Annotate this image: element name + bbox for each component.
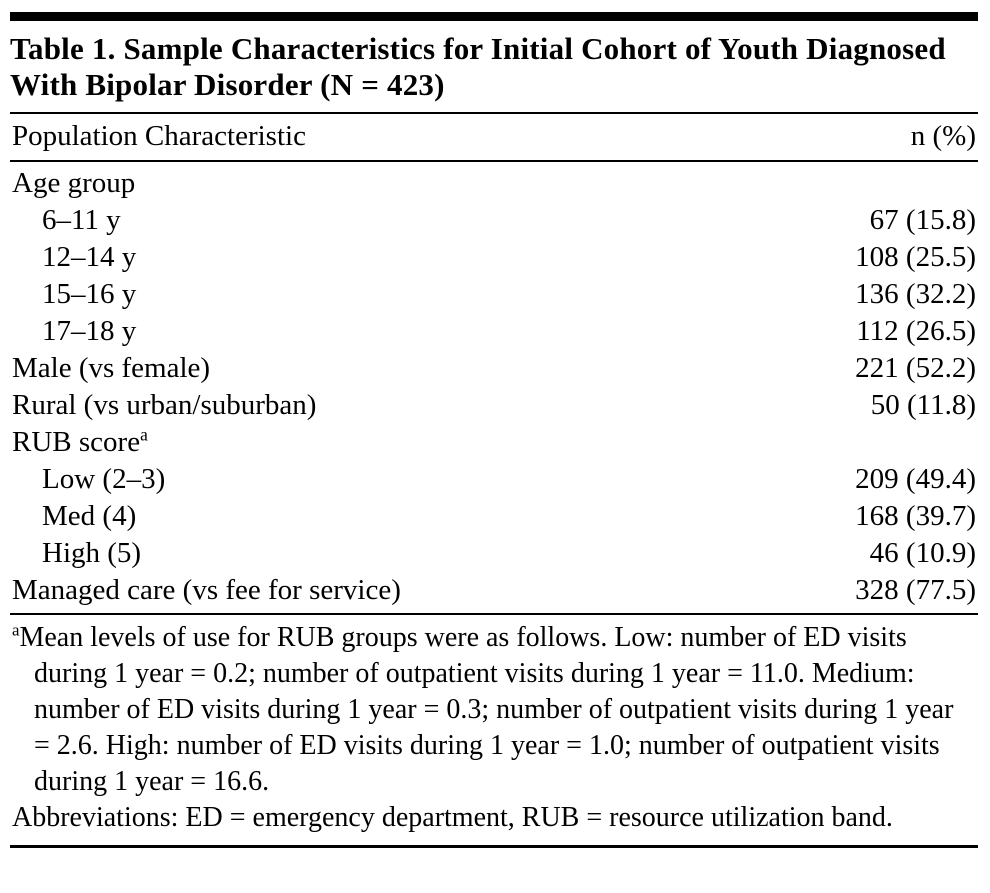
row-value: 67 (15.8) <box>869 203 976 236</box>
row-value: 209 (49.4) <box>855 462 976 495</box>
table-row: 12–14 y 108 (25.5) <box>12 239 976 276</box>
row-label: Age group <box>12 166 136 199</box>
table-header: Population Characteristic n (%) <box>10 114 978 160</box>
row-value: 221 (52.2) <box>855 351 976 384</box>
rule-below-title <box>10 111 978 114</box>
table-row: Male (vs female) 221 (52.2) <box>12 350 976 387</box>
table-row: Age group <box>12 165 976 202</box>
table-row: 6–11 y 67 (15.8) <box>12 202 976 239</box>
table-row: RUB scorea <box>12 424 976 461</box>
column-header-n-pct: n (%) <box>910 119 976 152</box>
bottom-rule <box>10 844 978 848</box>
row-label: 12–14 y <box>42 240 137 273</box>
row-value: 136 (32.2) <box>855 277 976 310</box>
table-row: Managed care (vs fee for service) 328 (77… <box>12 572 976 609</box>
row-value: 168 (39.7) <box>855 499 976 532</box>
footnote: aMean levels of use for RUB groups were … <box>12 620 954 797</box>
footnote-marker: a <box>140 423 148 444</box>
table-body: Age group 6–11 y 67 (15.8) 12–14 y 108 (25.5… <box>10 162 978 613</box>
row-label: Med (4) <box>42 499 137 532</box>
row-value: 328 (77.5) <box>855 573 976 606</box>
row-label: High (5) <box>42 536 142 569</box>
row-label: Male (vs female) <box>12 351 211 384</box>
table-row: High (5) 46 (10.9) <box>12 535 976 572</box>
row-label: Low (2–3) <box>42 462 166 495</box>
row-label: 15–16 y <box>42 277 137 310</box>
table-title: Table 1. Sample Characteristics for Init… <box>10 31 946 103</box>
row-value: 50 (11.8) <box>870 388 976 421</box>
table-row: 17–18 y 112 (26.5) <box>12 313 976 350</box>
row-label: Rural (vs urban/suburban) <box>12 388 317 421</box>
rule-below-header <box>10 159 978 162</box>
row-label: Managed care (vs fee for service) <box>12 573 401 606</box>
row-value: 112 (26.5) <box>856 314 976 347</box>
table-footnotes: aMean levels of use for RUB groups were … <box>10 615 978 840</box>
table-row: Low (2–3) 209 (49.4) <box>12 461 976 498</box>
row-label: 6–11 y <box>42 203 121 236</box>
footnote: Abbreviations: ED = emergency department… <box>12 801 893 833</box>
row-label: RUB scorea <box>12 423 148 458</box>
column-header-characteristic: Population Characteristic <box>12 119 306 152</box>
table-row: Rural (vs urban/suburban) 50 (11.8) <box>12 387 976 424</box>
footnote-marker: a <box>12 620 20 640</box>
table-row: 15–16 y 136 (32.2) <box>12 276 976 313</box>
row-value: 108 (25.5) <box>855 240 976 273</box>
rule-below-body <box>10 612 978 615</box>
row-label: 17–18 y <box>42 314 137 347</box>
row-value: 46 (10.9) <box>869 536 976 569</box>
top-rule-thick <box>10 12 978 21</box>
table-row: Med (4) 168 (39.7) <box>12 498 976 535</box>
